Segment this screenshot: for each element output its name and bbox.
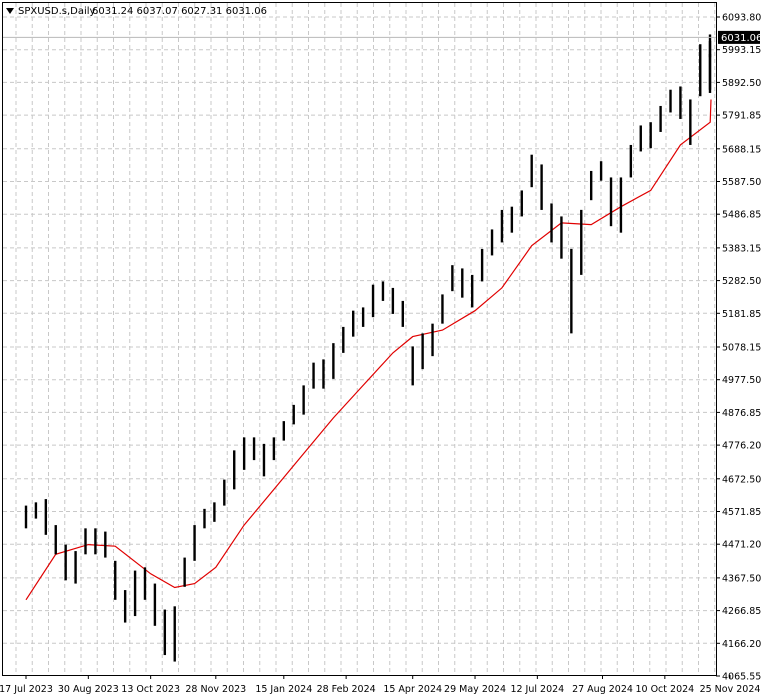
x-tick-label: 28 Feb 2024 (317, 684, 376, 695)
x-tick-label: 15 Apr 2024 (383, 684, 442, 695)
price-bars-layer (24, 34, 712, 662)
y-tick-label: 5282.50 (722, 276, 761, 287)
current-price-marker: 6031.06 (3, 30, 762, 44)
y-tick-label: 5383.15 (722, 243, 761, 254)
x-tick-label: 28 Nov 2023 (185, 684, 246, 695)
y-tick-label: 4065.55 (722, 672, 761, 683)
x-tick-label: 12 Jul 2024 (510, 684, 564, 695)
symbol-label: SPXUSD.s,Daily (18, 6, 96, 17)
x-tick-label: 30 Aug 2023 (58, 684, 119, 695)
x-tick-label: 17 Jul 2023 (0, 684, 53, 695)
x-tick-label: 25 Nov 2024 (700, 684, 761, 695)
moving-average-line (25, 99, 712, 601)
y-tick-label: 5993.15 (722, 45, 761, 56)
current-price-label: 6031.06 (721, 33, 762, 44)
ohlc-values: 6031.24 6037.07 6027.31 6031.06 (92, 6, 267, 17)
price-axis: 6093.80 5993.15 5892.50 5791.85 5688.15 5587.… (716, 13, 761, 683)
y-tick-label: 4672.50 (722, 474, 761, 485)
current-price-box (718, 30, 760, 44)
y-tick-label: 4876.85 (722, 408, 761, 419)
moving-average-layer (25, 99, 712, 601)
time-axis: 17 Jul 2023 30 Aug 2023 13 Oct 2023 28 Nov … (0, 675, 760, 695)
y-tick-label: 5078.15 (722, 342, 761, 353)
x-tick-label: 29 May 2024 (444, 684, 506, 695)
x-tick-label: 13 Oct 2023 (121, 684, 180, 695)
grid-lines (3, 3, 716, 675)
y-tick-label: 5688.15 (722, 144, 761, 155)
y-tick-label: 5587.50 (722, 177, 761, 188)
y-tick-label: 4776.20 (722, 441, 761, 452)
y-tick-label: 4471.20 (722, 540, 761, 551)
y-tick-label: 5181.85 (722, 309, 761, 320)
y-tick-label: 4977.50 (722, 375, 761, 386)
y-tick-label: 4166.20 (722, 639, 761, 650)
plot-frame (2, 2, 717, 676)
y-tick-label: 4367.50 (722, 573, 761, 584)
y-tick-label: 5892.50 (722, 78, 761, 89)
y-tick-label: 5486.85 (722, 210, 761, 221)
dropdown-triangle-icon[interactable] (6, 8, 14, 14)
chart-header: SPXUSD.s,Daily 6031.24 6037.07 6027.31 6… (6, 6, 267, 17)
y-tick-label: 6093.80 (722, 13, 761, 24)
y-tick-label: 5791.85 (722, 111, 761, 122)
x-tick-label: 10 Oct 2024 (635, 684, 694, 695)
x-tick-label: 15 Jan 2024 (255, 684, 312, 695)
y-tick-label: 4266.85 (722, 606, 761, 617)
y-tick-label: 4571.85 (722, 507, 761, 518)
x-tick-label: 27 Aug 2024 (572, 684, 633, 695)
